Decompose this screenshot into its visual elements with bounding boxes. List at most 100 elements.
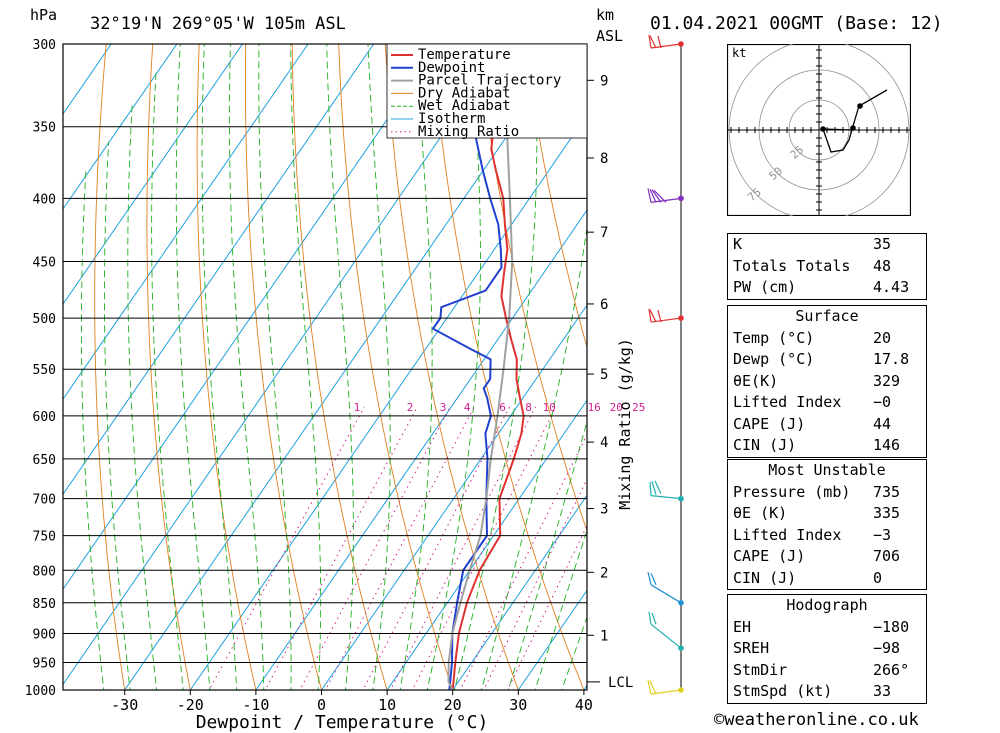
- pressure-tick-label: 700: [33, 493, 56, 508]
- legend-item-label: Dry Adiabat: [418, 85, 511, 101]
- x-axis-label: Dewpoint / Temperature (°C): [196, 712, 489, 733]
- index-row: Dewp (°C) 17.8: [728, 349, 926, 371]
- pressure-tick-label: 600: [33, 410, 56, 425]
- surface-section-title: Surface: [795, 307, 859, 325]
- pressure-tick-label: 650: [33, 453, 56, 468]
- km-tick-label: 3: [600, 501, 608, 517]
- wind-barb: [649, 480, 684, 502]
- index-row: SREH −98: [728, 638, 926, 660]
- km-tick-label: 2: [600, 565, 608, 581]
- index-table-most-unstable: Most Unstable Pressure (mb) 735 θE (K) 335 Li…: [727, 459, 927, 590]
- wind-barb-shaft: [650, 623, 682, 649]
- mixing-ratio-label: 1: [354, 401, 361, 414]
- mixing-ratio-line: [459, 433, 587, 690]
- hodograph-storm-vector: [822, 128, 854, 131]
- km-tick-label: 7: [600, 225, 608, 241]
- wet-adiabat-line: [507, 419, 587, 690]
- mixing-ratio-axis-label: Mixing Ratio (g/kg): [616, 338, 634, 510]
- index-row: CAPE (J) 706: [728, 546, 926, 568]
- pressure-tick-label: 1000: [25, 684, 56, 699]
- wind-barb-feather: [654, 480, 662, 494]
- index-row: PW (cm) 4.43: [728, 277, 926, 299]
- index-label: CAPE (J): [733, 547, 806, 565]
- index-label: StmSpd (kt): [733, 682, 833, 700]
- index-row: K 35: [728, 234, 926, 256]
- isotherm-line: [452, 494, 587, 690]
- index-value: 335: [873, 504, 901, 522]
- wet-adiabat-line: [228, 44, 265, 690]
- isotherm-line: [63, 44, 440, 591]
- mixing-ratio-label: 16: [588, 401, 601, 414]
- km-tick-label: 4: [600, 435, 608, 451]
- dry-adiabat-line: [477, 44, 587, 533]
- index-value: 17.8: [873, 350, 910, 368]
- mixing-ratio-line: [389, 406, 536, 690]
- wind-barb-dot: [678, 495, 684, 502]
- index-label: StmDir: [733, 660, 788, 679]
- index-value: 33: [873, 682, 892, 700]
- wet-adiabat-line: [480, 224, 587, 690]
- mixing-ratio-label: 4: [464, 401, 471, 414]
- index-label: θE (K): [733, 504, 788, 522]
- x-tick-label: 40: [575, 696, 593, 714]
- isotherm-line: [63, 44, 178, 210]
- pressure-tick-label: 550: [33, 363, 56, 378]
- index-label: SREH: [733, 639, 770, 657]
- wet-adiabat-line: [201, 44, 238, 690]
- copyright-symbol: ©: [714, 710, 725, 730]
- legend-box: [386, 43, 588, 139]
- series-parcel-trajectory: [447, 44, 514, 690]
- site-name: weatheronline.co.uk: [724, 710, 919, 730]
- index-value: 35: [873, 235, 892, 253]
- x-tick-label: -30: [111, 696, 138, 714]
- wet-adiabat-line: [258, 44, 292, 690]
- pressure-tick-label: 900: [33, 627, 56, 642]
- hodograph-section-title: Hodograph: [786, 596, 868, 614]
- index-value: 0: [873, 568, 883, 587]
- index-value: 706: [873, 547, 901, 565]
- index-value: −98: [873, 639, 901, 657]
- x-tick-label: 20: [444, 696, 462, 714]
- legend-item-label: Isotherm: [418, 111, 485, 127]
- mixing-ratio-label: 6: [499, 401, 506, 414]
- index-label: PW (cm): [733, 278, 797, 296]
- index-label: Temp (°C): [733, 328, 815, 347]
- mixing-ratio-line: [362, 406, 511, 690]
- index-label: Dewp (°C): [733, 350, 815, 368]
- wind-barb-feather: [657, 35, 662, 49]
- isotherm-line: [63, 44, 309, 401]
- hodograph-point: [857, 103, 863, 109]
- index-label: K: [733, 235, 743, 253]
- index-value: 48: [873, 256, 892, 275]
- dry-adiabat-line: [384, 44, 519, 690]
- pressure-tick-label: 350: [33, 121, 56, 136]
- wind-barb-feather: [651, 189, 662, 203]
- wind-barb: [647, 679, 684, 695]
- wind-barb-feather: [648, 308, 652, 323]
- index-table-hodograph: Hodograph EH −180 SREH −98 StmDir 266° StmSpd (…: [727, 594, 927, 704]
- km-tick-label: 5: [600, 367, 608, 383]
- footer-credit: ©weatheronline.co.uk: [714, 710, 919, 730]
- km-tick-label: 9: [600, 73, 608, 89]
- wind-barb: [648, 34, 684, 49]
- index-label: Lifted Index: [733, 393, 842, 411]
- wind-barb: [647, 188, 684, 203]
- index-value: −180: [873, 617, 910, 636]
- x-tick-label: -10: [242, 696, 269, 714]
- index-value: 735: [873, 482, 901, 501]
- x-tick-label: 10: [378, 696, 396, 714]
- dry-adiabat-line: [524, 44, 587, 349]
- wind-barb-feather: [649, 481, 652, 496]
- index-row: Lifted Index −0: [728, 392, 926, 414]
- x-tick-label: 0: [317, 696, 326, 714]
- isotherm-line: [63, 44, 244, 305]
- mixing-ratio-line: [264, 406, 418, 690]
- hodograph-unit-label: kt: [732, 46, 746, 60]
- index-row: CIN (J) 0: [728, 568, 926, 590]
- index-row: Lifted Index −3: [728, 525, 926, 547]
- wet-adiabat-line: [103, 141, 131, 690]
- series-dewpoint: [431, 44, 503, 690]
- wet-adiabat-line: [290, 44, 322, 690]
- km-tick-label: 8: [600, 151, 608, 167]
